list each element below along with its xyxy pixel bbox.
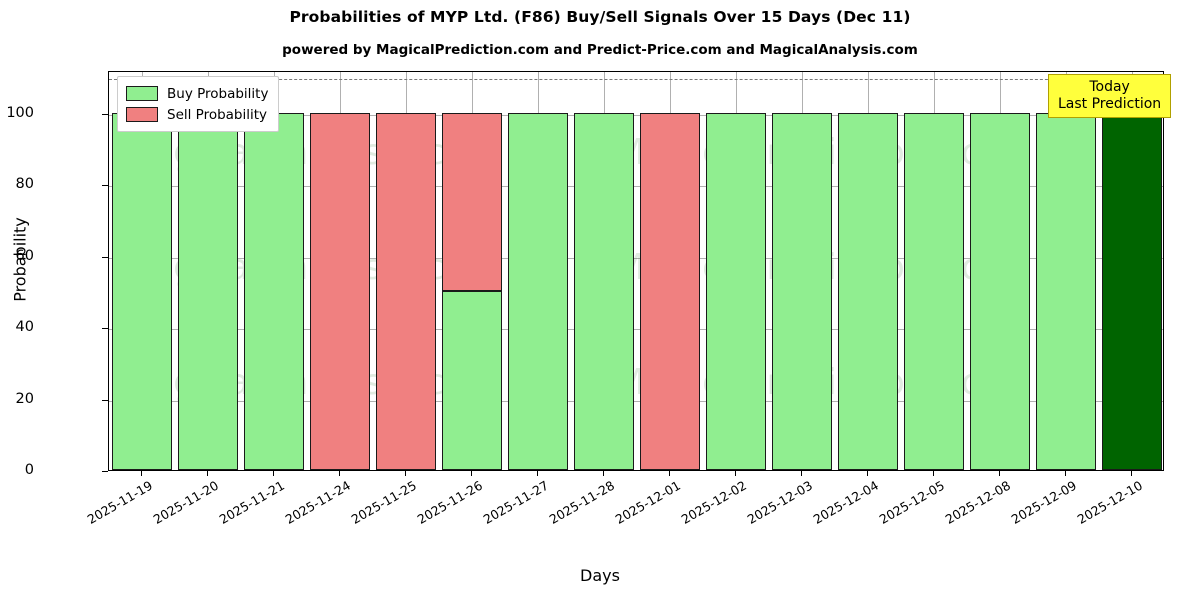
bar-buy[interactable] [838, 112, 898, 470]
x-tick-mark [141, 471, 142, 476]
y-tick-label: 100 [6, 104, 34, 121]
x-tick-mark [603, 471, 604, 476]
x-tick-label: 2025-11-19 [84, 477, 156, 527]
today-annotation-line2: Last Prediction [1058, 95, 1162, 112]
gridline-horizontal [109, 257, 1163, 259]
bar-buy[interactable] [112, 112, 172, 470]
x-tick-label: 2025-11-20 [150, 477, 222, 527]
x-tick-mark [1065, 471, 1066, 476]
bar-buy[interactable] [1036, 112, 1096, 470]
bar-buy[interactable] [508, 112, 568, 470]
legend-item-buy: Buy Probability [126, 83, 268, 104]
y-tick-mark [102, 399, 108, 401]
chart-subtitle: powered by MagicalPrediction.com and Pre… [282, 42, 918, 58]
x-tick-mark [801, 471, 802, 476]
legend-item-sell: Sell Probability [126, 104, 268, 125]
x-tick-label: 2025-12-09 [1008, 477, 1080, 527]
bar-stacked[interactable] [442, 112, 502, 470]
bar-sell[interactable] [376, 112, 436, 470]
bar-buy[interactable] [772, 112, 832, 470]
bar-segment-buy[interactable] [442, 291, 502, 470]
x-tick-mark [1131, 471, 1132, 476]
y-tick-mark [102, 113, 108, 115]
gridline-horizontal [109, 329, 1163, 331]
y-tick-mark [102, 328, 108, 330]
x-tick-label: 2025-12-05 [876, 477, 948, 527]
today-annotation: Today Last Prediction [1048, 74, 1172, 119]
x-tick-mark [207, 471, 208, 476]
y-tick-label: 80 [15, 176, 34, 193]
threshold-dashed-line [109, 79, 1163, 81]
today-annotation-line1: Today [1089, 79, 1130, 95]
x-tick-mark [735, 471, 736, 476]
x-tick-label: 2025-12-03 [744, 477, 816, 527]
x-tick-label: 2025-11-27 [480, 477, 552, 527]
bars-layer [109, 72, 1163, 470]
x-tick-label: 2025-11-26 [414, 477, 486, 527]
x-tick-mark [537, 471, 538, 476]
chart-legend: Buy Probability Sell Probability [117, 76, 280, 132]
y-tick-label: 60 [15, 247, 34, 264]
x-tick-label: 2025-11-25 [348, 477, 420, 527]
chart-title: Probabilities of MYP Ltd. (F86) Buy/Sell… [289, 8, 911, 26]
bar-sell[interactable] [310, 112, 370, 470]
bar-sell[interactable] [640, 112, 700, 470]
x-tick-mark [867, 471, 868, 476]
x-tick-label: 2025-12-08 [942, 477, 1014, 527]
y-tick-mark [102, 185, 108, 187]
x-tick-mark [471, 471, 472, 476]
y-tick-label: 0 [24, 462, 34, 478]
bar-buy[interactable] [244, 112, 304, 470]
x-tick-mark [669, 471, 670, 476]
bar-buy[interactable] [970, 112, 1030, 470]
legend-label-buy: Buy Probability [167, 85, 269, 102]
x-tick-label: 2025-12-02 [678, 477, 750, 527]
x-tick-mark [933, 471, 934, 476]
y-tick-mark [102, 471, 108, 472]
bar-buy[interactable] [904, 112, 964, 470]
y-tick-label: 20 [15, 390, 34, 407]
x-tick-mark [405, 471, 406, 476]
x-axis-label: Days [580, 566, 620, 585]
bar-segment-sell[interactable] [442, 112, 502, 292]
bar-today[interactable] [1102, 112, 1162, 470]
gridline-horizontal [109, 114, 1163, 116]
x-tick-label: 2025-12-04 [810, 477, 882, 527]
y-tick-label: 40 [15, 319, 34, 336]
x-tick-mark [273, 471, 274, 476]
legend-swatch-sell [126, 107, 158, 122]
gridline-horizontal [109, 186, 1163, 188]
x-tick-label: 2025-11-21 [216, 477, 288, 527]
y-tick-mark [102, 256, 108, 258]
x-tick-mark [999, 471, 1000, 476]
x-tick-label: 2025-11-28 [546, 477, 618, 527]
bar-buy[interactable] [574, 112, 634, 470]
legend-swatch-buy [126, 86, 158, 101]
x-tick-mark [339, 471, 340, 476]
bar-buy[interactable] [706, 112, 766, 470]
x-tick-label: 2025-12-01 [612, 477, 684, 527]
bar-buy[interactable] [178, 112, 238, 470]
x-tick-label: 2025-12-10 [1074, 477, 1146, 527]
x-tick-label: 2025-11-24 [282, 477, 354, 527]
gridline-horizontal [109, 400, 1163, 402]
legend-label-sell: Sell Probability [167, 106, 268, 123]
